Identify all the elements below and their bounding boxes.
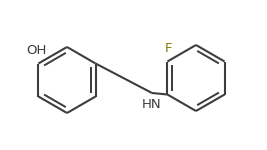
- Text: OH: OH: [26, 45, 47, 57]
- Text: HN: HN: [142, 98, 162, 111]
- Text: F: F: [165, 42, 172, 56]
